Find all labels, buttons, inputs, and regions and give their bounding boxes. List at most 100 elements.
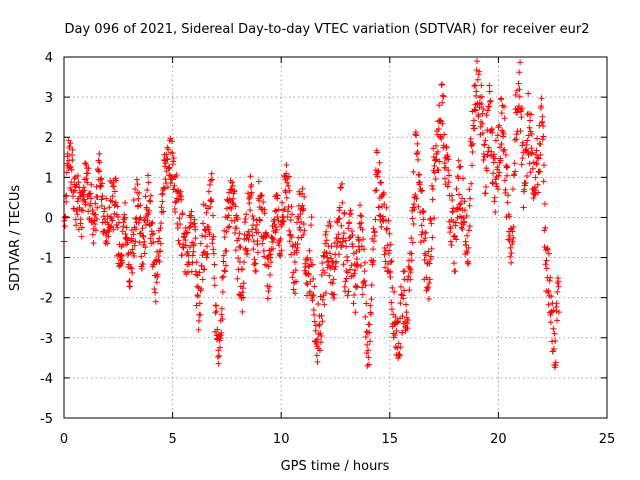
data-point xyxy=(524,137,531,144)
data-point xyxy=(506,213,513,220)
data-point xyxy=(552,338,559,345)
data-point xyxy=(264,295,271,302)
data-point xyxy=(158,209,165,216)
data-point xyxy=(479,110,486,117)
data-point xyxy=(265,263,272,270)
data-point xyxy=(527,128,534,135)
y-tick-label: -5 xyxy=(40,412,53,427)
x-axis-ticks: 0 5 10 15 20 25 xyxy=(60,57,615,447)
data-point xyxy=(436,102,443,109)
data-point xyxy=(321,253,328,260)
data-point xyxy=(479,120,486,127)
data-point xyxy=(515,103,522,110)
plot-frame xyxy=(63,56,608,419)
data-point xyxy=(536,168,543,175)
data-point xyxy=(507,225,514,232)
data-point xyxy=(164,156,171,163)
data-point xyxy=(214,353,221,360)
data-point xyxy=(513,131,520,138)
data-point xyxy=(226,189,233,196)
data-point xyxy=(431,215,438,222)
data-point xyxy=(335,231,342,238)
data-point xyxy=(356,246,363,253)
data-point xyxy=(186,244,193,251)
data-point xyxy=(292,290,299,297)
data-point xyxy=(425,284,432,291)
data-point xyxy=(468,142,475,149)
data-point xyxy=(472,107,479,114)
data-point xyxy=(209,176,216,183)
data-point xyxy=(510,234,517,241)
data-point xyxy=(525,132,532,139)
data-point xyxy=(161,185,168,192)
data-point xyxy=(216,353,223,360)
data-point xyxy=(383,204,390,211)
data-point xyxy=(363,328,370,335)
data-point xyxy=(299,202,306,209)
data-point xyxy=(113,177,120,184)
data-point xyxy=(479,130,486,137)
data-point xyxy=(362,333,369,340)
data-point xyxy=(140,261,147,268)
data-point xyxy=(337,184,344,191)
data-point xyxy=(414,150,421,157)
data-point xyxy=(252,260,259,267)
data-point xyxy=(283,162,290,169)
data-point xyxy=(439,120,446,127)
data-point xyxy=(135,219,142,226)
data-point xyxy=(95,167,102,174)
data-point xyxy=(136,189,143,196)
data-point xyxy=(62,213,69,220)
data-point xyxy=(271,221,278,228)
data-point xyxy=(405,317,412,323)
data-point xyxy=(516,69,523,76)
data-point xyxy=(493,183,500,190)
data-points xyxy=(61,58,562,371)
data-point xyxy=(104,212,111,219)
data-point xyxy=(434,131,441,138)
data-point xyxy=(278,247,285,254)
data-point xyxy=(466,223,473,230)
data-point xyxy=(286,227,293,234)
data-point xyxy=(497,157,504,164)
data-point xyxy=(547,274,554,281)
data-point xyxy=(403,309,410,316)
data-point xyxy=(109,198,116,205)
data-point xyxy=(368,282,375,289)
data-point xyxy=(248,181,255,188)
data-point xyxy=(159,191,166,198)
data-point xyxy=(384,225,391,232)
data-point xyxy=(424,259,431,266)
data-point xyxy=(271,208,278,215)
data-point xyxy=(256,197,263,204)
data-point xyxy=(167,179,174,186)
data-point xyxy=(232,247,239,254)
data-point xyxy=(439,92,446,99)
data-point xyxy=(492,209,499,216)
data-point xyxy=(164,184,171,191)
data-point xyxy=(227,204,234,211)
data-point xyxy=(131,253,138,260)
data-point xyxy=(390,334,397,341)
data-point xyxy=(539,136,546,143)
data-point xyxy=(532,184,539,191)
data-point xyxy=(97,183,104,190)
data-point xyxy=(547,319,554,326)
data-point xyxy=(533,147,540,154)
data-point xyxy=(514,109,521,116)
data-point xyxy=(179,210,186,217)
data-point xyxy=(313,352,320,359)
data-point xyxy=(387,241,394,248)
data-point xyxy=(99,192,106,199)
data-point xyxy=(174,224,181,231)
data-point xyxy=(195,284,202,291)
data-point xyxy=(207,177,214,184)
data-point xyxy=(537,141,544,148)
data-point xyxy=(221,234,228,241)
data-point xyxy=(446,172,453,179)
data-point xyxy=(365,347,372,354)
data-point xyxy=(346,235,353,242)
data-point xyxy=(171,182,178,189)
data-point xyxy=(456,201,463,208)
data-point xyxy=(217,335,224,342)
